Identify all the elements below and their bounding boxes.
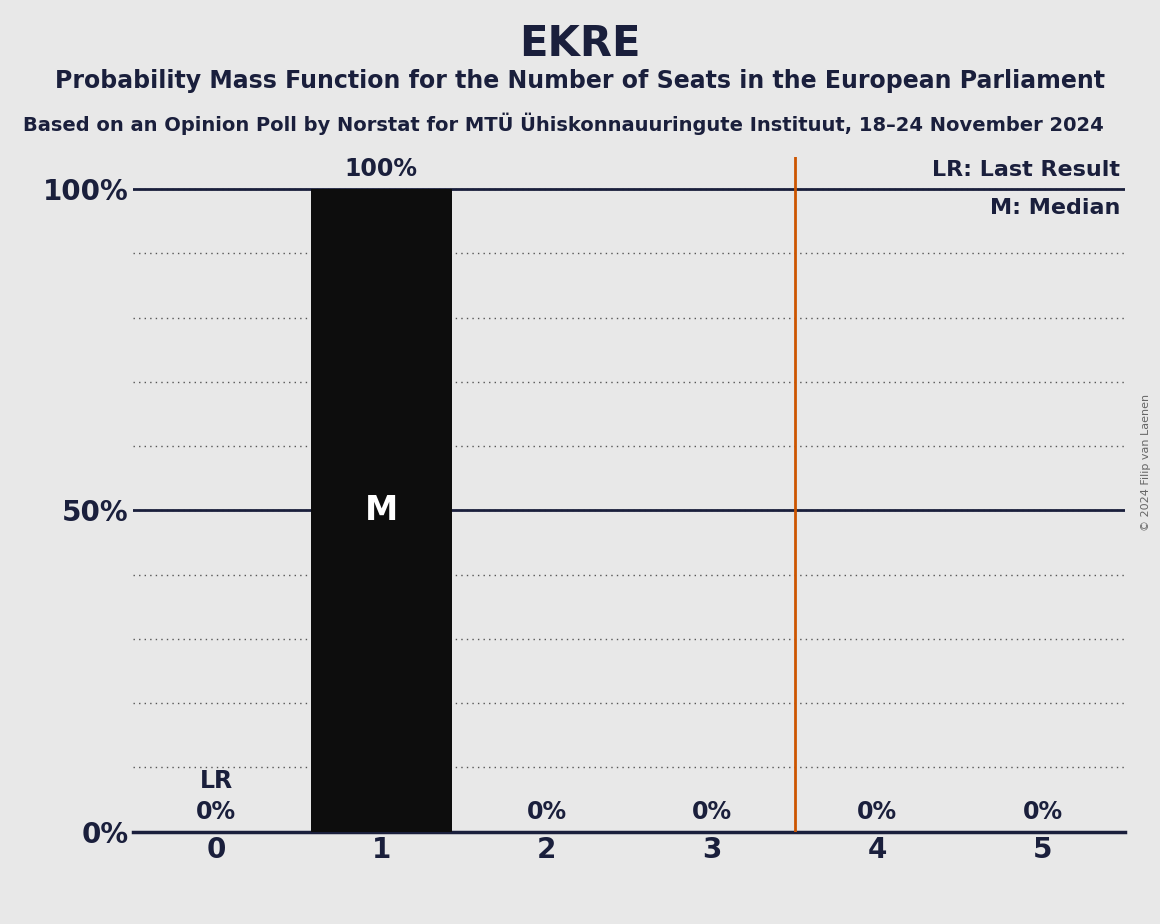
Text: LR: LR — [200, 769, 233, 793]
Text: M: Median: M: Median — [989, 198, 1121, 217]
Text: LR: Last Result: LR: Last Result — [933, 161, 1121, 180]
Text: Based on an Opinion Poll by Norstat for MTÜ Ühiskonnauuringute Instituut, 18–24 : Based on an Opinion Poll by Norstat for … — [23, 113, 1104, 135]
Text: Probability Mass Function for the Number of Seats in the European Parliament: Probability Mass Function for the Number… — [55, 69, 1105, 93]
Text: 0%: 0% — [1022, 800, 1063, 824]
Text: 0%: 0% — [691, 800, 732, 824]
Text: © 2024 Filip van Laenen: © 2024 Filip van Laenen — [1140, 394, 1151, 530]
Text: 0%: 0% — [857, 800, 898, 824]
Text: 0%: 0% — [196, 800, 237, 824]
Text: 0%: 0% — [527, 800, 567, 824]
Text: 100%: 100% — [345, 157, 418, 181]
Text: M: M — [364, 494, 398, 527]
Bar — [311, 189, 451, 832]
Text: EKRE: EKRE — [520, 23, 640, 65]
